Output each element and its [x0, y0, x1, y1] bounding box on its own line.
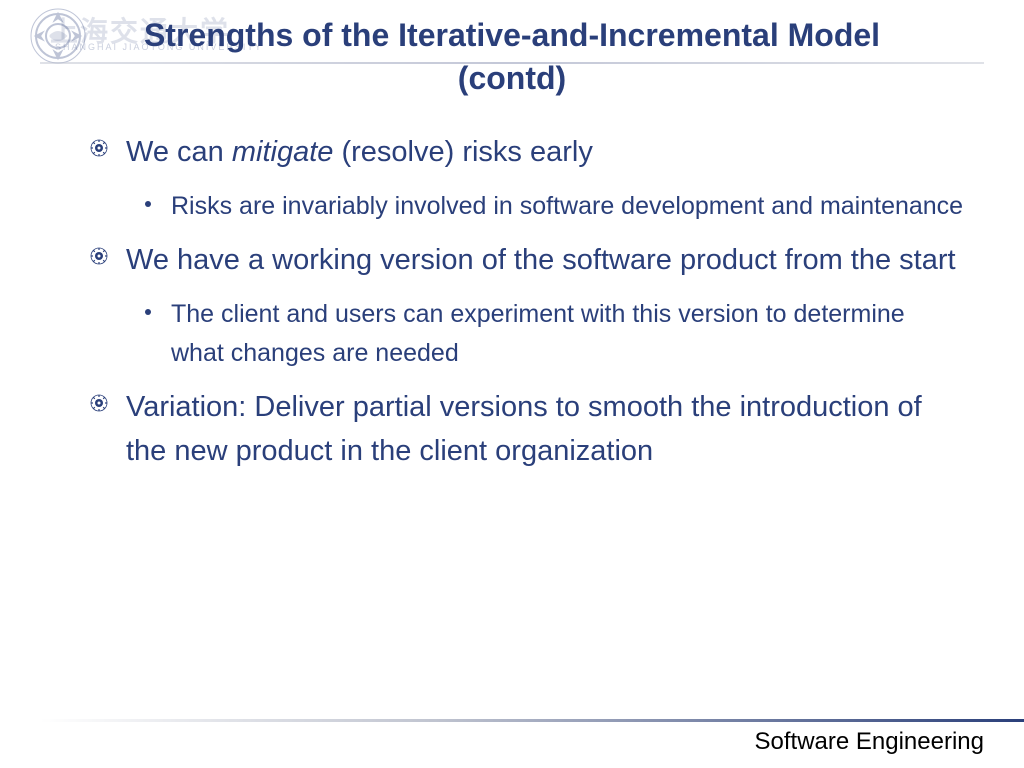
footer-divider — [40, 719, 1024, 722]
bullet-text: We can mitigate (resolve) risks early — [126, 130, 593, 175]
sub-bullet-item: Risks are invariably involved in softwar… — [145, 187, 964, 226]
slide-title: Strengths of the Iterative-and-Increment… — [0, 14, 1024, 100]
sub-bullet-item: The client and users can experiment with… — [145, 295, 964, 373]
slide-header: 上海交通大学 SHANGHAI JIAOTONG UNIVERSITY Stre… — [0, 0, 1024, 100]
gear-bullet-icon — [90, 247, 108, 265]
bullet-item: Variation: Deliver partial versions to s… — [90, 385, 964, 475]
gear-bullet-icon — [90, 139, 108, 157]
gear-bullet-icon — [90, 394, 108, 412]
sub-bullet-text: The client and users can experiment with… — [171, 295, 964, 373]
slide-content: We can mitigate (resolve) risks early Ri… — [0, 100, 1024, 474]
title-line-1: Strengths of the Iterative-and-Increment… — [144, 17, 880, 53]
bullet-item: We can mitigate (resolve) risks early — [90, 130, 964, 175]
bullet-text: Variation: Deliver partial versions to s… — [126, 385, 964, 475]
sub-bullet-text: Risks are invariably involved in softwar… — [171, 187, 963, 226]
dot-bullet-icon — [145, 201, 151, 207]
dot-bullet-icon — [145, 309, 151, 315]
footer-label: Software Engineering — [755, 728, 984, 756]
title-line-2: (contd) — [458, 60, 566, 96]
bullet-item: We have a working version of the softwar… — [90, 238, 964, 283]
bullet-text: We have a working version of the softwar… — [126, 238, 956, 283]
